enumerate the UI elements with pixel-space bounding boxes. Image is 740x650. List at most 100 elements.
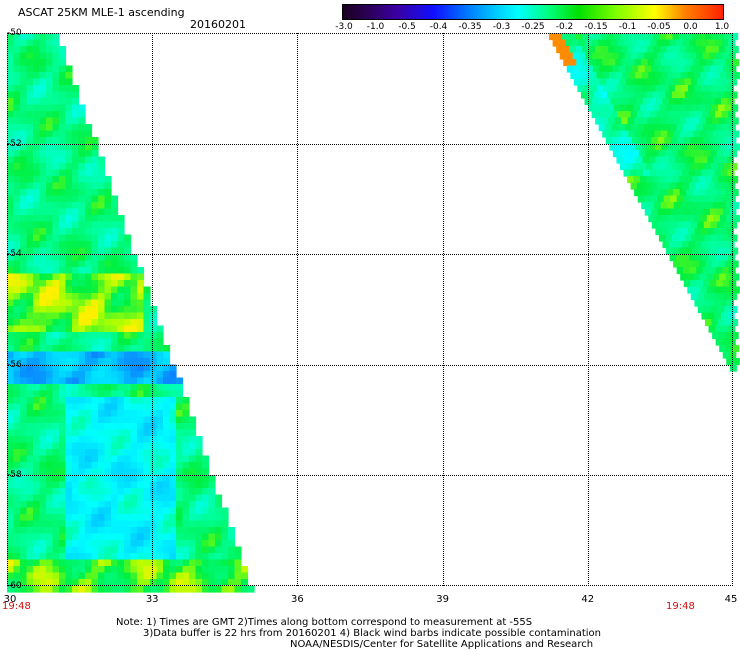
data-cell xyxy=(111,481,119,489)
data-cell xyxy=(163,345,171,353)
data-cell xyxy=(72,527,80,535)
data-cell xyxy=(163,488,171,496)
map-title: ASCAT 25KM MLE-1 ascending xyxy=(18,6,185,19)
data-cell xyxy=(104,358,112,366)
data-cell xyxy=(163,527,171,535)
data-cell xyxy=(111,260,119,268)
data-cell xyxy=(111,338,119,346)
data-cell xyxy=(202,540,210,548)
data-cell xyxy=(163,449,171,457)
data-cell xyxy=(98,390,106,398)
data-cell xyxy=(137,293,145,301)
data-cell xyxy=(91,325,99,333)
data-cell xyxy=(52,234,60,242)
data-cell xyxy=(13,507,21,515)
data-cell xyxy=(78,169,86,177)
data-cell xyxy=(104,221,112,229)
data-cell xyxy=(39,91,47,99)
data-cell xyxy=(72,442,80,450)
data-cell xyxy=(156,397,164,405)
data-cell xyxy=(65,137,73,145)
data-cell xyxy=(654,59,662,67)
data-cell xyxy=(39,111,47,119)
data-cell xyxy=(46,85,54,93)
data-cell xyxy=(85,540,93,548)
data-cell xyxy=(52,468,60,476)
data-cell xyxy=(78,462,86,470)
data-cell xyxy=(169,540,177,548)
data-cell xyxy=(683,195,691,203)
y-axis-label: -52 xyxy=(7,138,22,149)
data-cell xyxy=(228,566,236,574)
data-cell xyxy=(137,390,145,398)
data-cell xyxy=(189,475,197,483)
data-cell xyxy=(702,195,710,203)
data-cell xyxy=(65,228,73,236)
data-cell xyxy=(117,306,125,314)
data-cell xyxy=(52,65,60,73)
data-cell xyxy=(78,410,86,418)
data-cell xyxy=(46,338,54,346)
data-cell xyxy=(679,176,687,184)
data-cell xyxy=(610,98,618,106)
data-cell xyxy=(52,338,60,346)
data-cell xyxy=(150,429,158,437)
note-line-1: Note: 1) Times are GMT 2)Times along bot… xyxy=(116,617,533,628)
data-cell xyxy=(709,267,717,275)
color-scale-label: -1.0 xyxy=(366,22,385,32)
data-cell xyxy=(98,260,106,268)
data-cell xyxy=(78,273,86,281)
data-cell xyxy=(59,364,67,372)
data-cell xyxy=(39,410,47,418)
data-cell xyxy=(111,579,119,587)
data-cell xyxy=(581,33,589,41)
data-cell xyxy=(117,514,125,522)
data-cell xyxy=(26,312,34,320)
data-cell xyxy=(111,221,119,229)
data-cell xyxy=(705,247,713,255)
data-cell xyxy=(189,540,197,548)
data-cell xyxy=(640,104,648,112)
data-cell xyxy=(111,423,119,431)
data-cell xyxy=(13,527,21,535)
data-cell xyxy=(559,39,567,47)
data-cell xyxy=(39,260,47,268)
data-cell xyxy=(150,566,158,574)
data-cell xyxy=(91,247,99,255)
data-cell xyxy=(630,169,638,177)
data-cell xyxy=(555,33,563,41)
data-cell xyxy=(65,403,73,411)
data-cell xyxy=(46,247,54,255)
data-cell xyxy=(710,78,718,86)
data-cell xyxy=(13,33,21,41)
data-cell xyxy=(117,384,125,392)
data-cell xyxy=(673,46,681,54)
data-cell xyxy=(111,319,119,327)
data-cell xyxy=(692,189,700,197)
data-cell xyxy=(684,91,693,99)
color-scale-label: -0.35 xyxy=(458,22,482,32)
data-cell xyxy=(708,169,716,177)
data-cell xyxy=(26,332,34,340)
data-cell xyxy=(202,475,210,483)
data-cell xyxy=(130,390,138,398)
data-cell xyxy=(718,332,726,340)
data-cell xyxy=(715,52,723,60)
data-cell xyxy=(20,286,28,294)
data-cell xyxy=(163,546,171,554)
data-cell xyxy=(85,553,93,561)
data-cell xyxy=(659,104,667,112)
data-cell xyxy=(124,527,132,535)
data-cell xyxy=(52,117,60,125)
data-cell xyxy=(156,507,164,515)
data-cell xyxy=(709,208,717,216)
data-cell xyxy=(7,85,15,93)
data-cell xyxy=(124,312,132,320)
data-cell xyxy=(605,65,613,73)
data-cell xyxy=(712,273,720,281)
data-cell xyxy=(98,338,106,346)
data-cell xyxy=(670,208,678,216)
data-cell xyxy=(59,533,67,541)
data-cell xyxy=(727,241,735,249)
data-cell xyxy=(718,104,726,112)
